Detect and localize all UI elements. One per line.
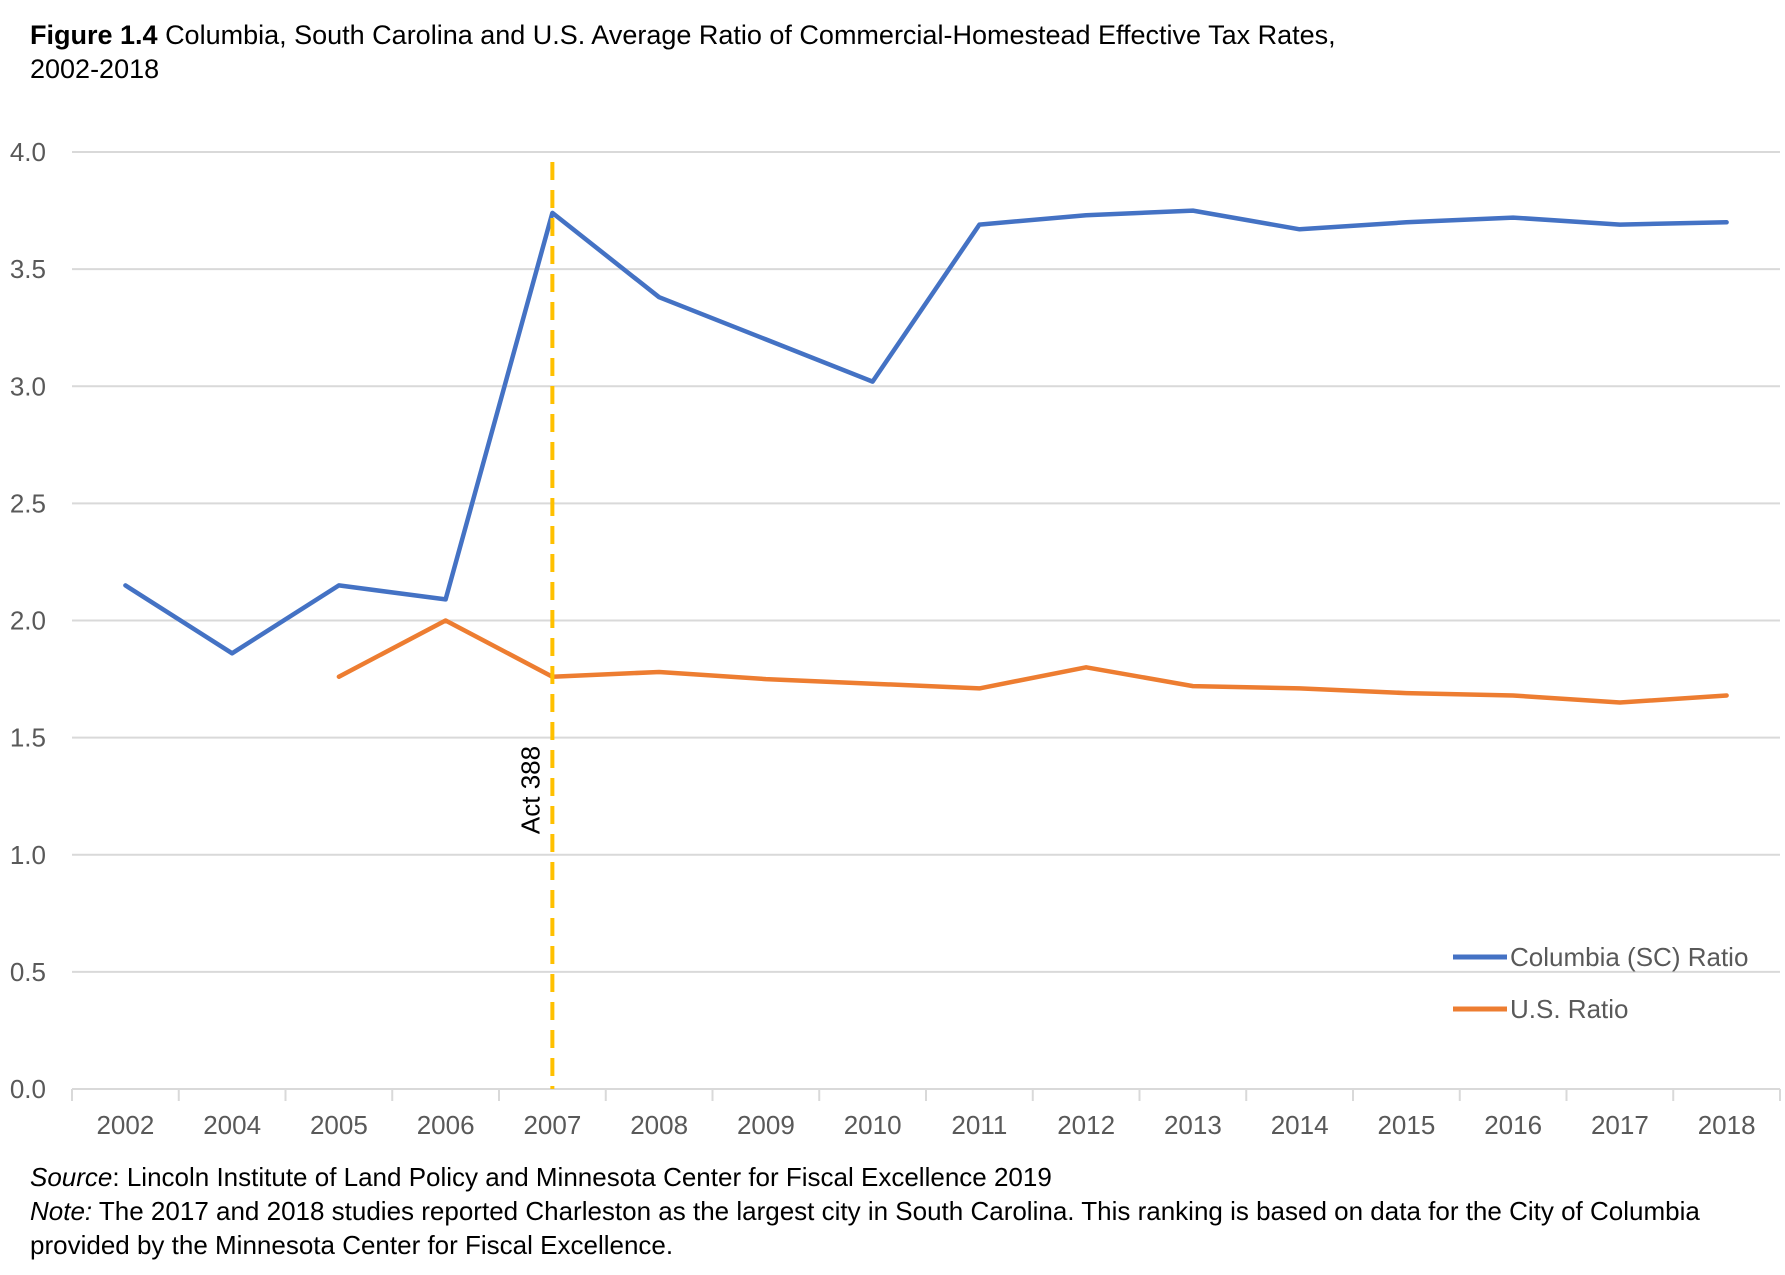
note-label: Note: xyxy=(30,1196,93,1226)
x-tick-label: 2016 xyxy=(1484,1110,1542,1140)
y-tick-label: 2.5 xyxy=(10,488,46,518)
y-tick-label: 2.0 xyxy=(10,606,46,636)
legend: Columbia (SC) Ratio U.S. Ratio xyxy=(1453,942,1748,1024)
act-388-label: Act 388 xyxy=(515,746,545,834)
x-tick-label: 2002 xyxy=(96,1110,154,1140)
x-tick-label: 2010 xyxy=(844,1110,902,1140)
y-tick-label: 1.0 xyxy=(10,840,46,870)
y-tick-label: 0.0 xyxy=(10,1074,46,1104)
source-line: Source: Lincoln Institute of Land Policy… xyxy=(30,1160,1770,1194)
x-tick-label: 2011 xyxy=(951,1110,1007,1140)
y-axis-ticks: 0.0 0.5 1.0 1.5 2.0 2.5 3.0 3.5 4.0 xyxy=(10,137,46,1104)
us-series-line xyxy=(336,618,1729,705)
source-text: : Lincoln Institute of Land Policy and M… xyxy=(112,1162,1052,1192)
figure-label: Figure 1.4 xyxy=(30,20,158,50)
x-tick-label: 2015 xyxy=(1377,1110,1435,1140)
x-tick-label: 2012 xyxy=(1057,1110,1115,1140)
x-tick-label: 2007 xyxy=(523,1110,581,1140)
chart-footer: Source: Lincoln Institute of Land Policy… xyxy=(30,1160,1770,1262)
y-tick-label: 3.0 xyxy=(10,371,46,401)
note-line: Note: The 2017 and 2018 studies reported… xyxy=(30,1194,1770,1262)
source-label: Source xyxy=(30,1162,113,1192)
x-tick-label: 2018 xyxy=(1698,1110,1756,1140)
columbia-series-line xyxy=(123,208,1729,656)
x-tick-label: 2017 xyxy=(1591,1110,1649,1140)
legend-label-columbia: Columbia (SC) Ratio xyxy=(1510,942,1748,972)
series-lines xyxy=(123,208,1729,705)
line-chart: 0.0 0.5 1.0 1.5 2.0 2.5 3.0 3.5 4.0 2002 2004 2005… xyxy=(10,137,1781,1140)
x-tick-label: 2008 xyxy=(630,1110,688,1140)
act-388-annotation: Act 388 xyxy=(515,162,555,1089)
y-tick-label: 0.5 xyxy=(10,957,46,987)
legend-label-us: U.S. Ratio xyxy=(1510,994,1629,1024)
x-tick-label: 2013 xyxy=(1164,1110,1222,1140)
chart-title: Figure 1.4 Columbia, South Carolina and … xyxy=(30,18,1530,86)
x-tick-label: 2004 xyxy=(203,1110,261,1140)
x-tick-label: 2005 xyxy=(310,1110,368,1140)
y-tick-label: 1.5 xyxy=(10,723,46,753)
x-tick-label: 2009 xyxy=(737,1110,795,1140)
title-line2: 2002-2018 xyxy=(30,54,160,84)
y-tick-label: 4.0 xyxy=(10,137,46,167)
x-tick-label: 2006 xyxy=(417,1110,475,1140)
gridlines xyxy=(72,151,1780,973)
x-tick-label: 2014 xyxy=(1271,1110,1329,1140)
y-tick-label: 3.5 xyxy=(10,254,46,284)
x-axis: 2002 2004 2005 2006 2007 2008 2009 2010 2011 2012… xyxy=(71,1088,1781,1140)
note-text: The 2017 and 2018 studies reported Charl… xyxy=(30,1196,1700,1260)
title-line1: Columbia, South Carolina and U.S. Averag… xyxy=(165,20,1336,50)
